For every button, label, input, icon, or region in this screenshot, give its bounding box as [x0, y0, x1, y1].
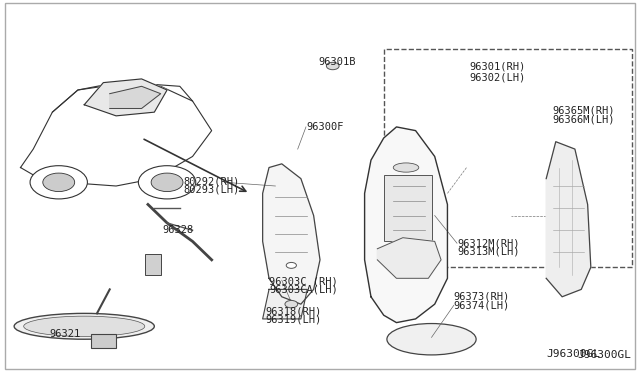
- Bar: [384, 175, 431, 241]
- Bar: [384, 49, 632, 267]
- Text: J96300GL: J96300GL: [547, 349, 600, 359]
- Text: 96301B: 96301B: [319, 57, 356, 67]
- Polygon shape: [378, 238, 441, 278]
- Polygon shape: [365, 127, 447, 323]
- Text: 96302(LH): 96302(LH): [470, 72, 526, 82]
- Polygon shape: [262, 164, 320, 304]
- Circle shape: [30, 166, 88, 199]
- Text: 96300F: 96300F: [306, 122, 344, 132]
- Text: 96328: 96328: [162, 225, 193, 235]
- Circle shape: [285, 301, 298, 308]
- Text: 80293(LH): 80293(LH): [183, 185, 239, 195]
- Text: 96301(RH): 96301(RH): [470, 61, 526, 71]
- Text: 96303C (RH): 96303C (RH): [269, 276, 338, 286]
- Circle shape: [138, 166, 196, 199]
- Ellipse shape: [24, 316, 145, 336]
- Text: 96313M(LH): 96313M(LH): [457, 247, 520, 257]
- Text: 96312M(RH): 96312M(RH): [457, 238, 520, 248]
- Ellipse shape: [14, 313, 154, 339]
- Polygon shape: [262, 289, 307, 319]
- Text: 96319(LH): 96319(LH): [266, 315, 322, 325]
- Circle shape: [286, 262, 296, 268]
- Polygon shape: [546, 142, 591, 297]
- Text: 96321: 96321: [49, 329, 81, 339]
- Text: 96318(RH): 96318(RH): [266, 307, 322, 317]
- Ellipse shape: [387, 324, 476, 355]
- Text: 96365M(RH): 96365M(RH): [552, 105, 615, 115]
- Circle shape: [43, 173, 75, 192]
- Text: 96303CA(LH): 96303CA(LH): [269, 284, 338, 294]
- Bar: [91, 334, 116, 349]
- Text: 96374(LH): 96374(LH): [454, 300, 510, 310]
- Text: J96300GL: J96300GL: [577, 350, 631, 359]
- Polygon shape: [109, 86, 161, 109]
- Polygon shape: [84, 79, 167, 116]
- Text: 96366M(LH): 96366M(LH): [552, 115, 615, 125]
- Ellipse shape: [394, 163, 419, 172]
- Circle shape: [326, 62, 339, 70]
- Bar: [145, 254, 161, 275]
- Circle shape: [151, 173, 183, 192]
- Text: 96373(RH): 96373(RH): [454, 292, 510, 302]
- Text: 80292(RH): 80292(RH): [183, 177, 239, 187]
